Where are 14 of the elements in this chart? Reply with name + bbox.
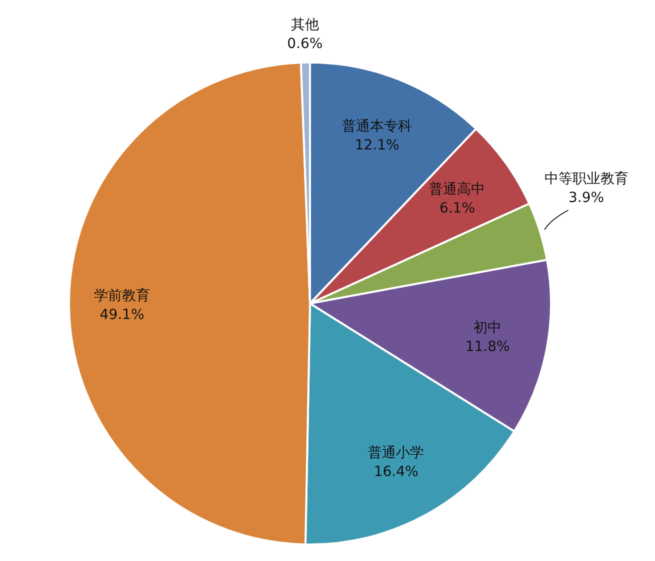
data-label: 6.1%	[439, 200, 476, 216]
slice-label: 普通本专科	[342, 117, 412, 134]
data-label: 12.1%	[354, 137, 400, 154]
data-label: 11.8%	[465, 339, 510, 356]
data-label: 0.6%	[287, 36, 323, 52]
slice-label: 学前教育	[94, 286, 150, 304]
slice-label: 普通高中	[429, 180, 486, 198]
slice-label: 普通小学	[368, 444, 424, 462]
slice-label: 初中	[474, 320, 502, 336]
data-label: 3.9%	[568, 190, 604, 206]
data-label: 16.4%	[374, 464, 418, 480]
slice-label: 其他	[290, 17, 319, 34]
data-label: 49.1%	[100, 306, 144, 323]
slice-label: 中等职业教育	[544, 170, 628, 187]
